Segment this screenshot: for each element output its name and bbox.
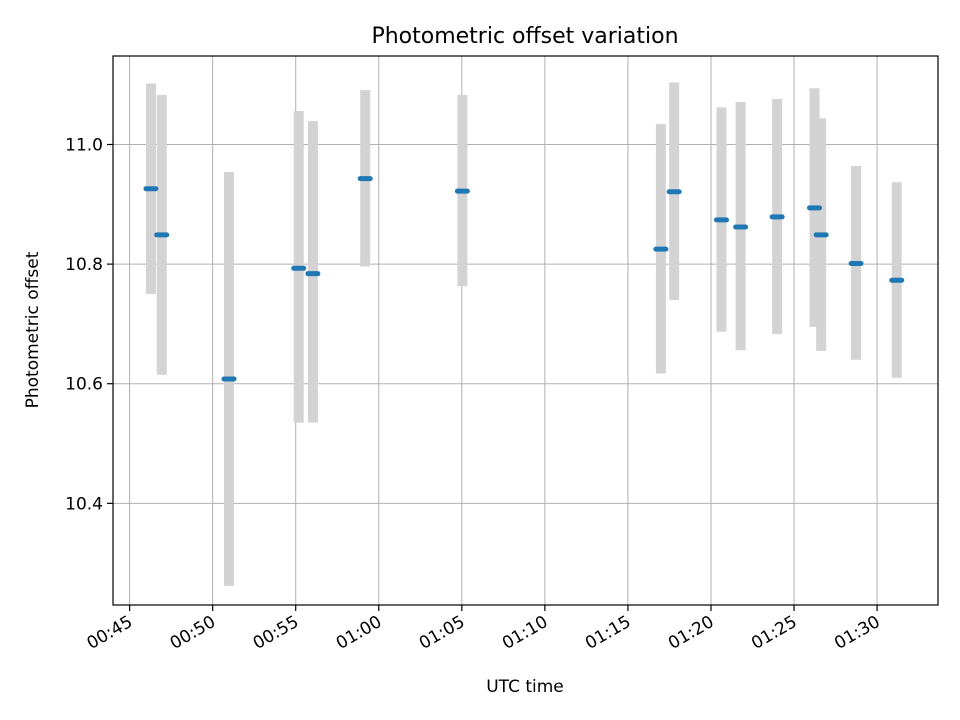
y-tick-label: 11.0 [65,136,103,156]
y-tick-label: 10.8 [65,255,103,275]
y-tick-label: 10.4 [65,494,103,514]
y-axis-label: Photometric offset [23,251,43,408]
data-markers [143,176,905,382]
y-axis-ticks: 10.4 10.6 10.8 11.0 [65,136,113,514]
x-axis-label: UTC time [486,677,564,697]
chart-title: Photometric offset variation [371,24,678,49]
plot-frame [112,55,939,606]
y-tick-label: 10.6 [65,375,103,395]
